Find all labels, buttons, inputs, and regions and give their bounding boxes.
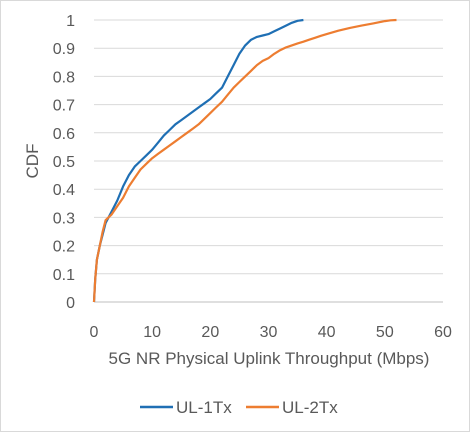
y-tick-label: 0.8: [53, 69, 75, 86]
y-tick-label: 0.6: [53, 126, 75, 143]
x-tick-label: 50: [376, 324, 394, 341]
series-lines: [92, 18, 397, 303]
x-tick-label: 20: [201, 324, 219, 341]
legend-label: UL-2Tx: [282, 398, 338, 417]
y-tick-label: 0.5: [53, 154, 75, 171]
x-tick-labels: 0 10 20 30 40 50 60: [90, 324, 452, 341]
y-axis-title: CDF: [23, 144, 42, 179]
legend-label: UL-1Tx: [176, 398, 232, 417]
y-tick-label: 0.7: [53, 98, 75, 115]
y-tick-label: 0.1: [53, 267, 75, 284]
y-tick-label: 0.2: [53, 239, 75, 256]
y-tick-label: 0.4: [53, 182, 75, 199]
x-tick-label: 30: [260, 324, 278, 341]
x-tick-label: 40: [318, 324, 336, 341]
x-axis-title: 5G NR Physical Uplink Throughput (Mbps): [109, 349, 430, 368]
y-tick-label: 0.3: [53, 210, 75, 227]
y-tick-labels: 0 0.1 0.2 0.3 0.4 0.5 0.6 0.7 0.8 0.9 1: [53, 13, 75, 312]
y-tick-label: 0.9: [53, 41, 75, 58]
series-line-ul-1tx: [92, 18, 304, 303]
y-tick-label: 0: [66, 295, 75, 312]
x-tick-label: 0: [90, 324, 99, 341]
series-line-ul-2tx: [92, 18, 397, 303]
x-tick-label: 60: [434, 324, 452, 341]
x-tick-label: 10: [143, 324, 161, 341]
y-tick-label: 1: [66, 13, 75, 30]
legend: UL-1Tx UL-2Tx: [140, 398, 338, 417]
